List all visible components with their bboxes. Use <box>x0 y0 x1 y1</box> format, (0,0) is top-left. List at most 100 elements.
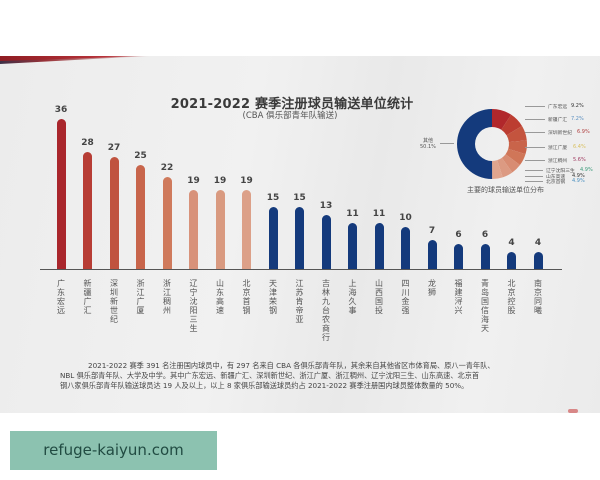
leader-line <box>525 170 543 171</box>
leader-line <box>525 160 545 161</box>
category-label: 龙狮 <box>428 279 436 297</box>
donut-slice <box>501 154 520 173</box>
bar <box>374 223 384 269</box>
bar <box>533 252 543 269</box>
bar-value-label: 19 <box>240 175 253 186</box>
donut-legend-percent: 7.2% <box>571 116 584 122</box>
category-label: 天津荣钢 <box>269 279 277 315</box>
bar <box>189 189 198 269</box>
category-label: 浙江稠州 <box>163 279 171 315</box>
donut-legend-label: 北京首钢 <box>546 180 566 185</box>
bar-value-label: 4 <box>508 238 515 249</box>
category-label: 深圳新世纪 <box>110 279 118 324</box>
bar <box>242 189 251 269</box>
donut-slice <box>506 125 527 143</box>
chart-title: 2021-2022 赛季注册球员输送单位统计 <box>170 97 414 112</box>
donut-legend-percent: 6.9% <box>577 129 590 135</box>
donut-legend-label: 山东高速 <box>546 175 566 180</box>
donut-legend-label: 广东宏远 <box>548 105 568 110</box>
leader-line <box>525 147 545 148</box>
bar-value-label: 13 <box>319 200 333 211</box>
donut-slice <box>508 140 527 155</box>
donut-slice <box>456 109 493 179</box>
bar-value-label: 19 <box>213 175 227 186</box>
chart-subtitle: (CBA 俱乐部青年队输送) <box>242 111 338 121</box>
bar <box>215 189 225 269</box>
bar-value-label: 6 <box>481 230 489 240</box>
donut-slice <box>492 160 503 179</box>
decorative-stripe <box>0 56 150 64</box>
bar-value-label: 4 <box>534 238 542 249</box>
donut-legend-percent: 6.4% <box>573 144 586 150</box>
bar-value-label: 36 <box>54 105 68 115</box>
bar <box>401 227 410 269</box>
donut-legend-label: 新疆广汇 <box>548 118 568 123</box>
bar <box>427 239 437 269</box>
leader-line <box>525 176 543 177</box>
category-label: 上海久事 <box>348 279 357 315</box>
category-label: 北京首钢 <box>242 279 251 315</box>
donut-legend-percent: 4.9% <box>572 173 585 179</box>
category-label: 辽宁沈阳三生 <box>189 279 198 333</box>
bar-value-label: 19 <box>187 175 200 186</box>
bar-value-label: 15 <box>293 192 306 203</box>
bar <box>56 119 66 269</box>
bar-value-label: 25 <box>134 150 147 161</box>
footnote-line: 2021-2022 赛季 391 名注册国内球员中，有 297 名来自 CBA … <box>88 361 495 370</box>
bar <box>295 206 304 269</box>
donut-slice <box>505 148 526 166</box>
donut-legend-percent: 4.9% <box>572 178 585 184</box>
category-label: 北京控股 <box>507 279 516 315</box>
bar-value-label: 11 <box>346 209 359 220</box>
donut-chart <box>454 106 530 182</box>
bar <box>162 177 172 269</box>
category-label: 吉林九台农商行 <box>322 279 330 342</box>
bar-value-label: 11 <box>372 209 386 220</box>
watermark-link[interactable]: refuge-kaiyun.com <box>10 431 217 470</box>
footnote: 2021-2022 赛季 391 名注册国内球员中，有 297 名来自 CBA … <box>60 361 540 391</box>
donut-caption: 主要的球员输送单位分布 <box>467 186 544 194</box>
x-axis <box>40 269 562 270</box>
donut-slice <box>501 114 522 136</box>
leader-line <box>525 106 545 107</box>
bar-value-label: 6 <box>455 230 462 240</box>
footnote-line: 钢八家俱乐部青年队输送球员达 19 人及以上，以上 8 家俱乐部输送球员约占 2… <box>60 381 469 390</box>
footnote-line: NBL 俱乐部青年队、大学及中学。其中广东宏远、新疆广汇、深圳新世纪、浙江广厦、… <box>60 371 480 380</box>
bar-value-label: 28 <box>81 138 94 149</box>
donut-legend-label: 浙江稠州 <box>548 159 568 164</box>
donut-slice <box>492 109 512 130</box>
donut-legend-label: 辽宁沈阳三生 <box>546 169 575 174</box>
bar <box>83 152 92 269</box>
bar <box>321 214 331 269</box>
category-label: 山西国投 <box>375 279 383 315</box>
donut-other-label: 其他 50.1% <box>420 138 436 150</box>
leader-line <box>440 143 454 144</box>
donut-legend-label: 浙江广厦 <box>548 146 568 151</box>
donut-legend-percent: 4.9% <box>580 167 593 173</box>
donut-legend-label: 深圳新世纪 <box>548 131 572 136</box>
bar <box>136 164 145 269</box>
category-label: 四川金强 <box>401 279 410 315</box>
bar <box>109 156 119 269</box>
donut-legend-percent: 9.2% <box>571 103 584 109</box>
bar-value-label: 10 <box>399 213 412 224</box>
bar-value-label: 15 <box>266 192 280 203</box>
bar <box>348 223 357 269</box>
category-label: 浙江广厦 <box>136 279 145 315</box>
bar-value-label: 7 <box>428 225 436 236</box>
chart-slide: 2021-2022 赛季注册球员输送单位统计 (CBA 俱乐部青年队输送) 36… <box>0 56 600 413</box>
category-label: 福建浔兴 <box>454 279 463 315</box>
leader-line <box>525 181 543 182</box>
donut-slice <box>497 157 513 178</box>
category-label: 广东宏远 <box>57 279 65 315</box>
bar-value-label: 27 <box>107 142 121 153</box>
category-label: 新疆广汇 <box>83 279 92 315</box>
leader-line <box>525 132 545 133</box>
leader-line <box>525 119 545 120</box>
bar <box>454 244 463 269</box>
category-label: 山东高速 <box>216 279 224 315</box>
category-label: 青岛国信海天 <box>481 279 489 333</box>
bar-value-label: 22 <box>160 163 174 174</box>
decorative-stripe-accent <box>0 56 150 61</box>
logo-icon <box>568 409 578 413</box>
